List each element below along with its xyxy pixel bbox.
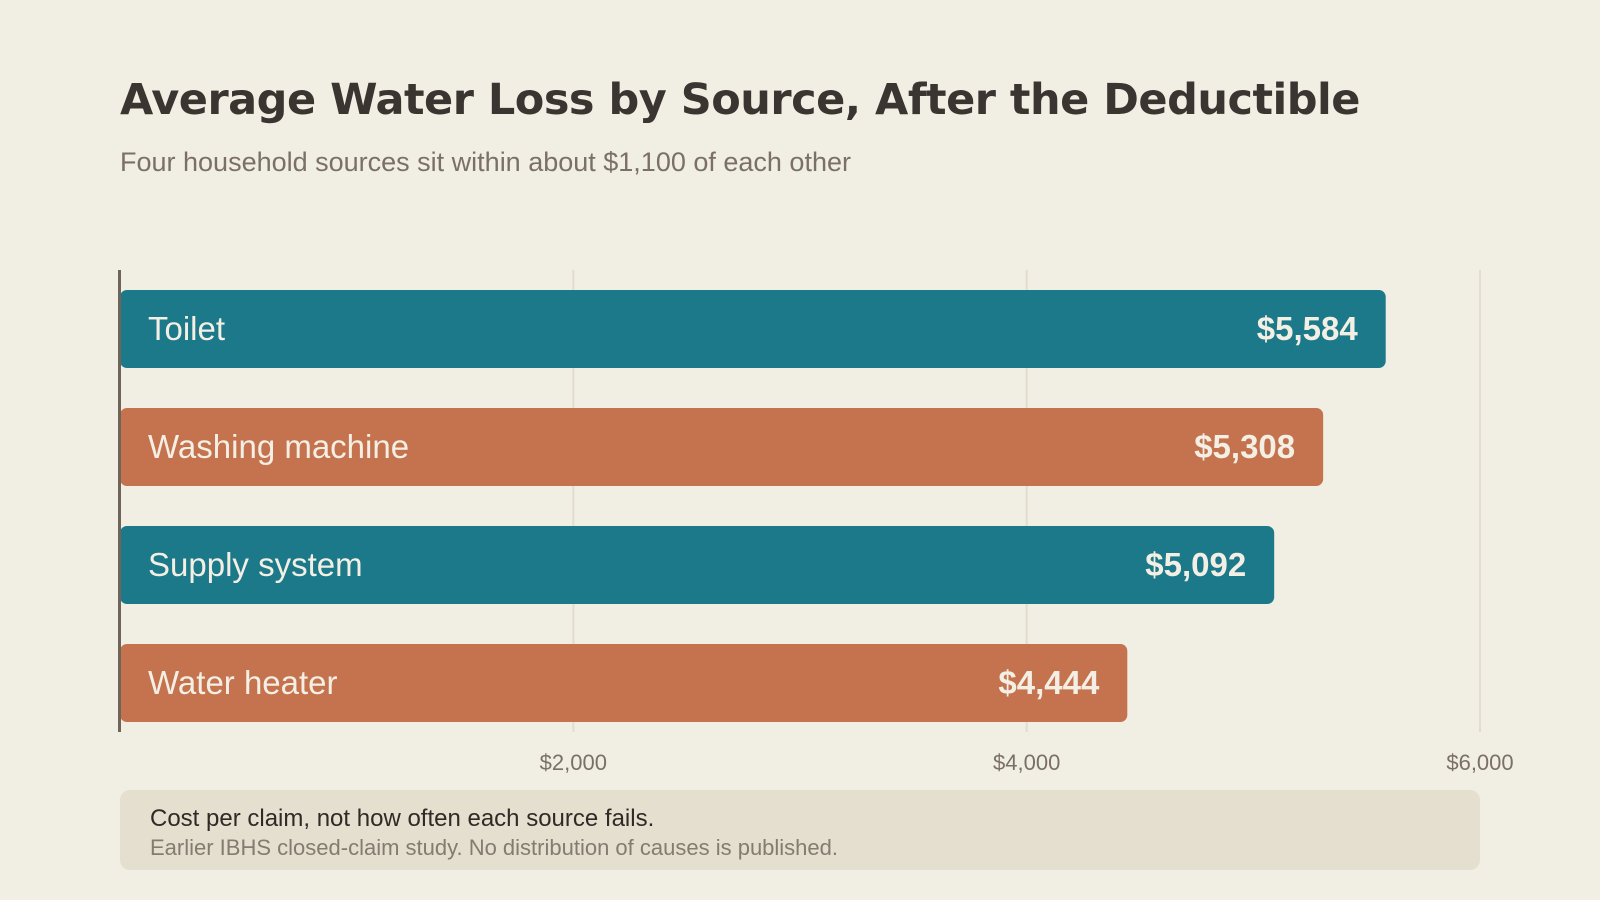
- bar-washing-machine: [120, 408, 1324, 486]
- footnote-source: Earlier IBHS closed-claim study. No dist…: [150, 835, 839, 860]
- footnote-box: Cost per claim, not how often each sourc…: [120, 790, 1480, 870]
- bar-category-label: Toilet: [148, 310, 225, 347]
- footnote-main: Cost per claim, not how often each sourc…: [150, 805, 655, 832]
- chart-title: Average Water Loss by Source, After the …: [120, 75, 1360, 125]
- x-tick-label: $6,000: [1446, 750, 1513, 775]
- bar-value-label: $5,092: [1145, 546, 1246, 583]
- bar-value-label: $4,444: [998, 664, 1100, 701]
- bar-value-label: $5,584: [1257, 310, 1359, 347]
- bar-chart: $2,000 $4,000 $6,000 Toilet $5,584 Washing ma…: [118, 270, 1514, 775]
- x-tick-label: $4,000: [993, 750, 1060, 775]
- chart-subtitle: Four household sources sit within about …: [120, 147, 851, 177]
- bar-category-label: Water heater: [148, 664, 338, 701]
- bar-toilet: [120, 290, 1386, 368]
- x-tick-label: $2,000: [540, 750, 607, 775]
- bar-water-heater: [120, 644, 1128, 722]
- bar-category-label: Washing machine: [148, 428, 409, 465]
- bar-category-label: Supply system: [148, 546, 363, 583]
- bar-value-label: $5,308: [1194, 428, 1295, 465]
- bar-supply-system: [120, 526, 1275, 604]
